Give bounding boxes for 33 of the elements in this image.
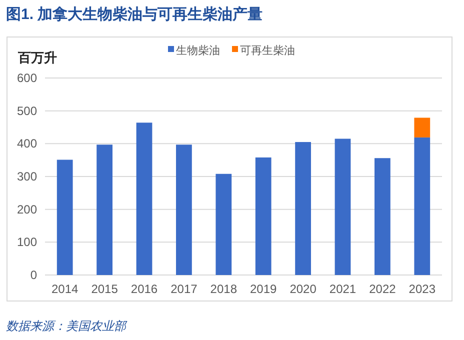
bar (255, 157, 272, 275)
y-tick-label: 0 (30, 268, 38, 282)
legend-label: 生物柴油 (176, 44, 220, 57)
x-tick-label: 2019 (250, 282, 278, 296)
y-tick-label: 200 (16, 202, 38, 216)
source-note: 数据来源：美国农业部 (6, 319, 128, 333)
y-tick-label: 500 (16, 104, 38, 118)
x-tick-label: 2020 (290, 282, 317, 296)
y-tick-label: 400 (16, 136, 38, 151)
chart-title: 图1. 加拿大生物柴油与可再生柴油产量 (6, 6, 263, 23)
bar (295, 142, 311, 275)
x-tick-label: 2015 (91, 282, 118, 296)
y-tick-label: 600 (16, 71, 38, 85)
bar (414, 137, 430, 275)
x-tick-label: 2021 (329, 282, 356, 296)
x-tick-label: 2017 (170, 282, 198, 296)
y-tick-label: 100 (16, 235, 38, 250)
y-tick-label: 300 (16, 170, 38, 184)
bar (334, 138, 351, 275)
bar (374, 158, 390, 275)
y-axis-title: 百万升 (17, 50, 57, 65)
bar (216, 174, 232, 275)
legend-label: 可再生柴油 (240, 44, 295, 57)
x-tick-label: 2022 (369, 282, 396, 296)
x-tick-label: 2016 (130, 282, 158, 296)
bar (414, 118, 430, 138)
x-tick-label: 2014 (52, 282, 79, 296)
x-tick-label: 2018 (210, 282, 238, 296)
bar (176, 144, 192, 275)
bar (96, 144, 112, 275)
bar (136, 122, 152, 275)
x-tick-label: 2023 (408, 282, 436, 296)
bar (56, 160, 73, 275)
